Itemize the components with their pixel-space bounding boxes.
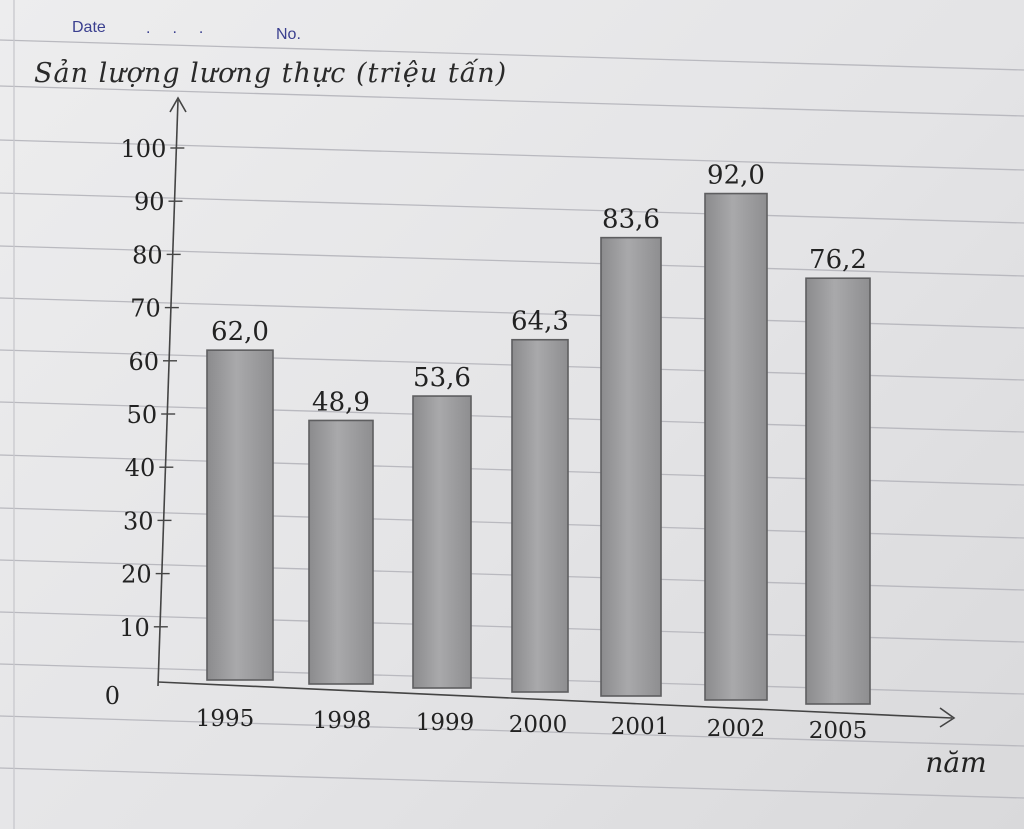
y-tick-label: 40 [125, 454, 156, 482]
bar-value-label: 62,0 [211, 317, 269, 347]
x-tick-label: 2000 [509, 712, 568, 738]
bar-2002 [704, 192, 768, 701]
y-tick-label: 60 [128, 348, 159, 376]
y-tick-label: 80 [132, 241, 163, 269]
y-axis-line [157, 99, 179, 687]
chart-title: Sản lượng lương thực (triệu tấn) [34, 58, 508, 89]
bar-value-label: 64,3 [511, 307, 569, 337]
date-label: Date [72, 19, 106, 36]
y-tick-label: 0 [105, 682, 120, 710]
y-tick-label: 50 [127, 401, 158, 429]
x-tick-label: 1998 [313, 708, 372, 734]
bar-2000 [511, 338, 569, 693]
bar-2005 [805, 277, 871, 705]
x-tick-label: 2002 [707, 716, 766, 742]
y-tick-label: 90 [134, 188, 165, 216]
y-tick-label: 30 [123, 507, 154, 535]
x-axis-arrow [939, 707, 956, 728]
bar-1998 [308, 419, 374, 685]
y-tick-label: 100 [121, 135, 167, 163]
x-tick-label: 2005 [809, 718, 868, 744]
bar-value-label: 76,2 [809, 245, 867, 275]
y-tick-label: 20 [121, 561, 152, 589]
y-axis-arrow [169, 96, 187, 113]
bar-value-label: 83,6 [602, 205, 660, 235]
y-tick-label: 10 [119, 614, 150, 642]
bar-1999 [412, 395, 472, 689]
bar-value-label: 92,0 [707, 161, 765, 191]
bar-value-label: 48,9 [312, 387, 370, 417]
x-tick-label: 1999 [416, 710, 475, 736]
date-dots: ... [146, 20, 226, 37]
bar-1995 [206, 349, 274, 681]
x-tick-label: 1995 [196, 706, 255, 732]
bar-value-label: 53,6 [413, 363, 471, 393]
bar-2001 [600, 236, 662, 697]
x-axis-line [157, 681, 953, 719]
number-label: No. [276, 26, 301, 43]
x-tick-label: 2001 [611, 714, 670, 740]
y-tick-label: 70 [130, 295, 161, 323]
x-axis-label: năm [925, 746, 986, 779]
